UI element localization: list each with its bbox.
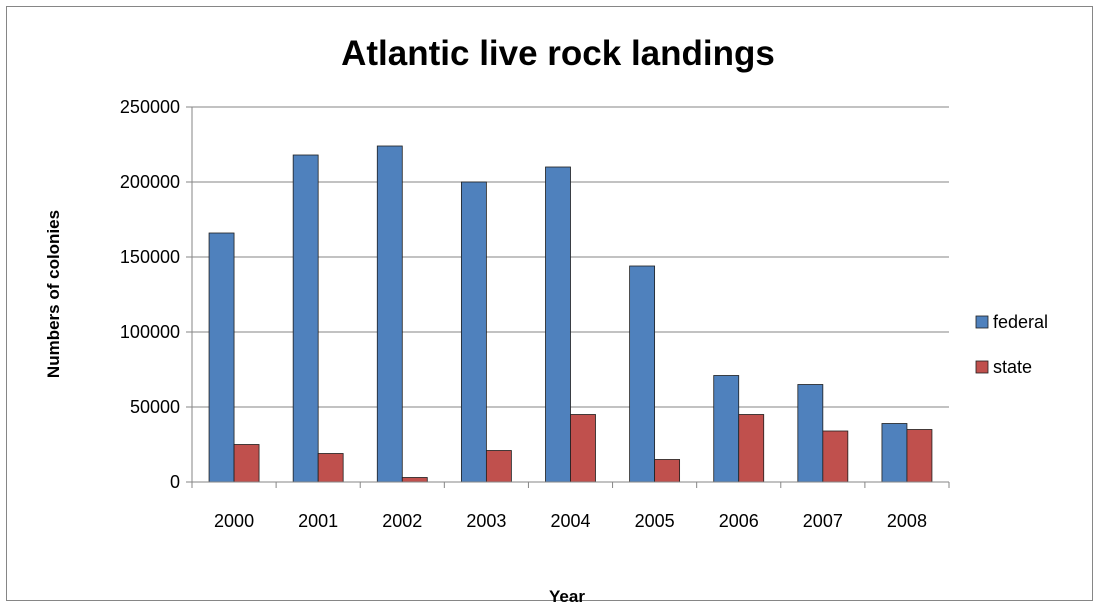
- legend-swatch-federal: [975, 315, 989, 329]
- bar-state-2001: [317, 453, 344, 483]
- y-tick-label: 50000: [130, 397, 180, 417]
- bars: [208, 145, 933, 483]
- y-axis-ticks: 0 50000 100000 150000 200000 250000: [120, 97, 180, 492]
- axes: [186, 106, 950, 488]
- legend-swatch-state: [975, 360, 989, 374]
- bar-federal-2004: [545, 166, 571, 483]
- x-tick-label: 2003: [466, 511, 506, 531]
- bar-state-2007: [822, 430, 849, 483]
- legend-label-state: state: [993, 357, 1032, 377]
- y-tick-label: 250000: [120, 97, 180, 117]
- bar-state-2003: [485, 450, 512, 483]
- bar-state-2002: [401, 477, 428, 483]
- bar-federal-2007: [797, 384, 824, 483]
- bar-state-2006: [738, 414, 765, 483]
- x-tick-label: 2000: [214, 511, 254, 531]
- bar-federal-2003: [460, 181, 487, 483]
- y-tick-label: 0: [170, 472, 180, 492]
- bar-state-2004: [570, 414, 596, 483]
- x-axis-title: Year: [549, 587, 585, 606]
- x-tick-label: 2001: [298, 511, 338, 531]
- x-axis-ticks: 2000 2001 2002 2003 2004 2005 2006 2007 2008: [214, 511, 927, 531]
- bar-federal-2006: [713, 375, 740, 483]
- y-tick-label: 150000: [120, 247, 180, 267]
- bar-state-2008: [906, 429, 933, 483]
- bar-federal-2002: [376, 145, 403, 483]
- legend: federal state: [975, 312, 1048, 377]
- x-tick-label: 2002: [382, 511, 422, 531]
- bar-federal-2005: [629, 265, 656, 483]
- x-tick-label: 2004: [550, 511, 590, 531]
- x-tick-label: 2008: [887, 511, 927, 531]
- y-axis-title: Numbers of colonies: [44, 210, 63, 378]
- x-tick-label: 2006: [719, 511, 759, 531]
- bar-federal-2008: [881, 423, 908, 483]
- bar-state-2005: [654, 459, 681, 483]
- y-tick-label: 100000: [120, 322, 180, 342]
- x-tick-label: 2005: [635, 511, 675, 531]
- x-tick-label: 2007: [803, 511, 843, 531]
- bar-state-2000: [233, 444, 260, 483]
- legend-label-federal: federal: [993, 312, 1048, 332]
- bar-federal-2001: [292, 154, 319, 483]
- bar-federal-2000: [208, 232, 235, 483]
- chart-title: Atlantic live rock landings: [341, 34, 775, 73]
- y-tick-label: 200000: [120, 172, 180, 192]
